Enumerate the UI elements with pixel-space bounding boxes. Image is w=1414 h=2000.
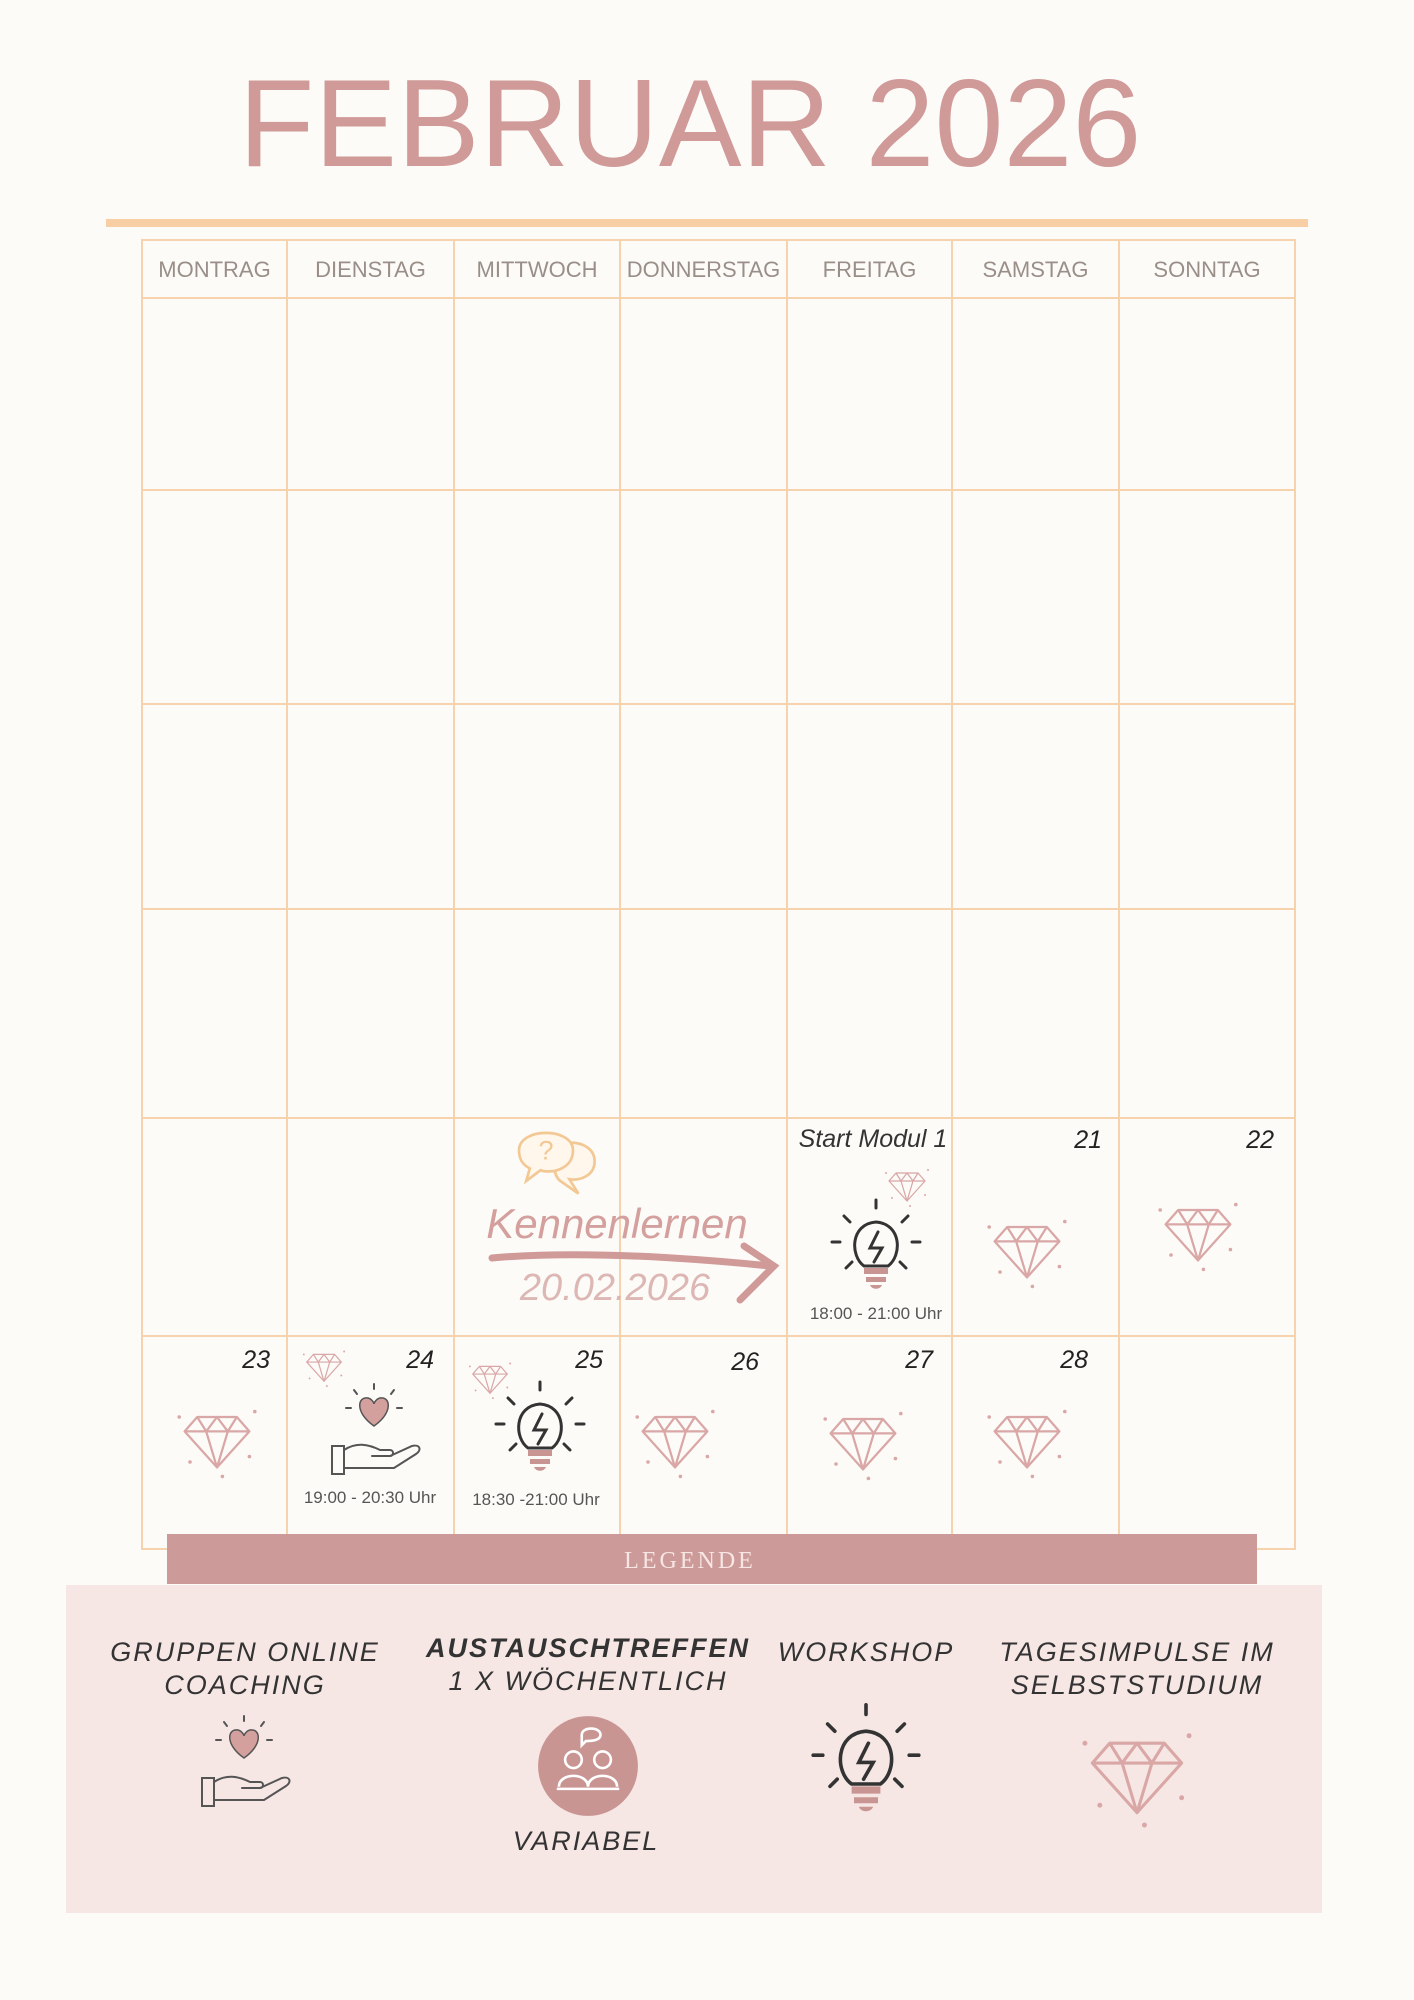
weekday-label: SAMSTAG	[983, 257, 1089, 282]
title-rule	[106, 219, 1308, 227]
day-number: 26	[730, 1348, 759, 1376]
weekday-label: MONTRAG	[158, 257, 270, 282]
callout-arrow	[488, 1242, 780, 1304]
weekday-label: MITTWOCH	[477, 257, 598, 282]
legend-item-title: WORKSHOP	[778, 1637, 955, 1667]
day-number: 25	[574, 1346, 603, 1374]
callout-date: 20.02.2026	[519, 1267, 711, 1309]
callout-title: Kennenlernen	[486, 1200, 748, 1247]
legend-item-title: AUSTAUSCHTREFFEN	[425, 1633, 750, 1663]
day-number: 24	[405, 1346, 434, 1374]
title: FEBRUAR 2026	[239, 55, 1142, 193]
legend-item-title: TAGESIMPULSE IM	[999, 1637, 1275, 1667]
weekday-label: SONNTAG	[1153, 257, 1260, 282]
legend-item-title: COACHING	[164, 1670, 326, 1700]
weekday-label: FREITAG	[823, 257, 917, 282]
day-number: 27	[904, 1346, 934, 1374]
legend-item-subtitle: 1 X WÖCHENTLICH	[448, 1666, 727, 1696]
day-number: 23	[241, 1346, 270, 1374]
legend-item-note: VARIABEL	[513, 1826, 660, 1856]
legend-title: LEGENDE	[624, 1548, 756, 1574]
meeting-icon	[536, 1714, 640, 1818]
event-time: 18:30 -21:00 Uhr	[472, 1490, 600, 1509]
legend-item-title: SELBSTSTUDIUM	[1011, 1670, 1264, 1700]
event-time: 18:00 - 21:00 Uhr	[810, 1304, 943, 1323]
day-number: 22	[1245, 1126, 1274, 1154]
weekday-label: DIENSTAG	[315, 257, 426, 282]
day-number: 21	[1073, 1126, 1102, 1154]
weekday-label: DONNERSTAG	[627, 257, 781, 282]
event-time: 19:00 - 20:30 Uhr	[304, 1488, 437, 1507]
day-number: 28	[1059, 1346, 1088, 1374]
legend-item-title: GRUPPEN ONLINE	[110, 1637, 380, 1667]
event-label: Start Modul 1	[799, 1125, 948, 1153]
calendar-grid: MONTRAG DIENSTAG MITTWOCH DONNERSTAG FREITAG…	[141, 239, 1296, 1550]
legend-bar	[167, 1534, 1257, 1584]
